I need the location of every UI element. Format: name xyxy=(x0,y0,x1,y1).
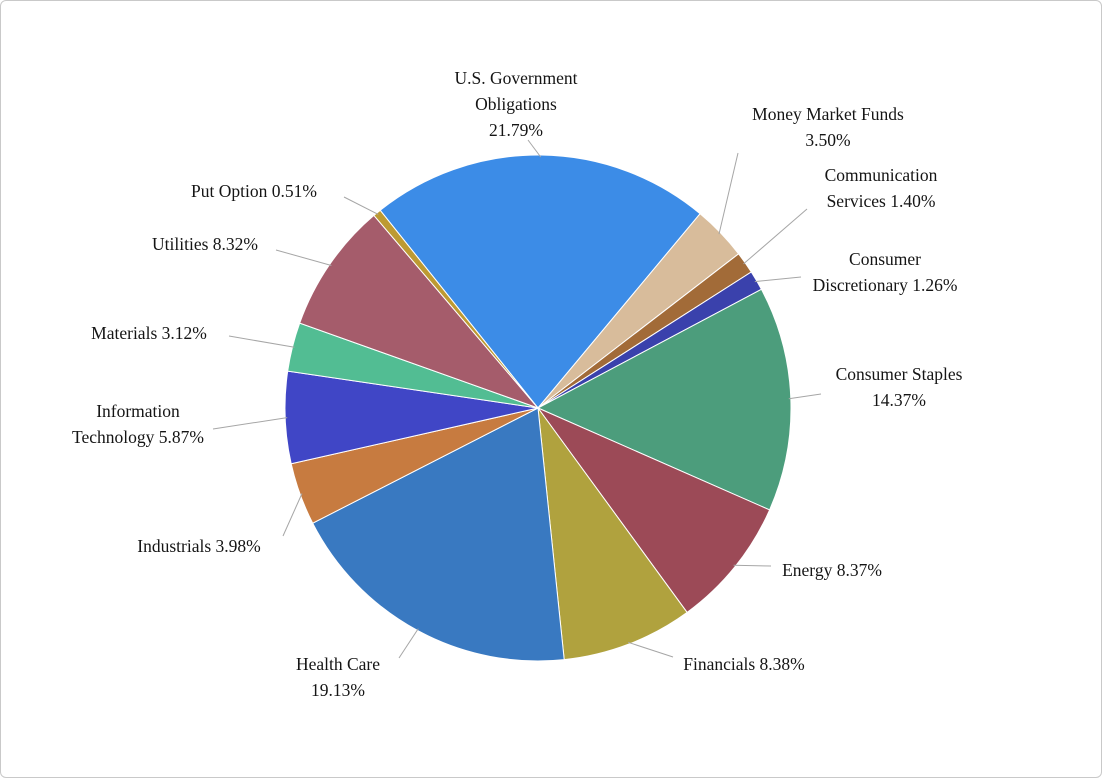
leader-line-communication-services xyxy=(743,208,808,265)
leader-line-financials xyxy=(627,641,674,658)
pie-slice-u-s-government-obligations xyxy=(379,154,701,409)
pie-slice-financials xyxy=(537,406,688,661)
leader-line-money-market-funds xyxy=(718,152,739,235)
pie-slice-put-option xyxy=(373,209,539,409)
leader-line-information-technology xyxy=(212,417,288,430)
pie-slice-utilities xyxy=(299,214,540,410)
pie-slice-energy xyxy=(536,406,771,614)
leader-line-consumer-staples xyxy=(788,393,822,400)
leader-line-industrials xyxy=(282,493,303,537)
leader-line-put-option xyxy=(343,196,379,215)
leader-line-utilities xyxy=(275,249,332,266)
leader-line-u-s-government-obligations xyxy=(527,139,542,158)
leader-line-consumer-discretionary xyxy=(754,276,802,283)
leader-line-materials xyxy=(228,335,295,348)
leader-line-health-care xyxy=(398,628,419,659)
leader-line-energy xyxy=(733,564,772,567)
